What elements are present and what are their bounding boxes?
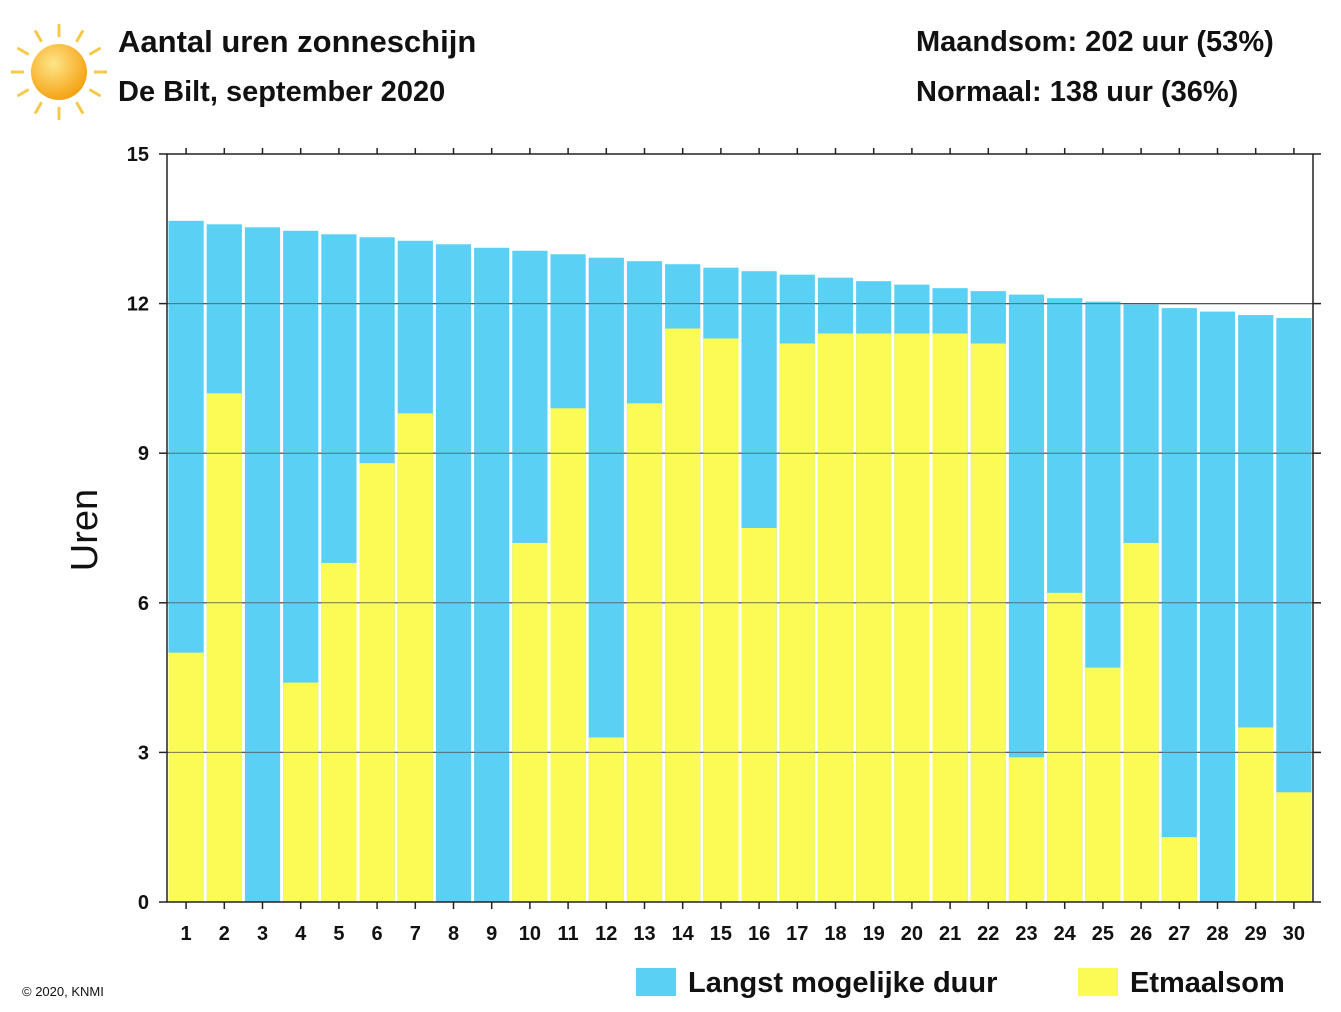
x-tick-label: 29 [1245,923,1267,945]
legend-label-max: Langst mogelijke duur [688,967,997,999]
x-tick-label: 13 [633,923,655,945]
sun-ray [88,46,102,56]
x-tick-label: 17 [786,923,808,945]
month-sum: Maandsom: 202 uur (53%) [916,26,1274,58]
x-tick-label: 1 [181,923,192,945]
x-tick-label: 25 [1092,923,1114,945]
x-tick-label: 3 [257,923,268,945]
y-axis-label: Uren [64,489,106,571]
x-tick-label: 21 [939,923,961,945]
legend-swatch-sum [1078,968,1118,996]
x-tick-label: 14 [672,923,695,945]
sun-ray [75,101,85,115]
chart-subtitle: De Bilt, september 2020 [118,76,446,108]
sun-disc [31,44,87,100]
bar-sum-day-4 [283,682,319,902]
y-tick-label: 0 [138,892,149,914]
legend-swatch-max [636,968,676,996]
sun-ray [88,88,102,98]
bar-sum-day-30 [1276,792,1312,902]
bar-sum-day-19 [856,333,892,902]
bars [167,220,1313,903]
bar-sum-day-27 [1161,837,1197,902]
x-tick-label: 30 [1283,923,1305,945]
y-tick-label: 6 [138,593,149,615]
bar-sum-day-17 [779,343,815,902]
bar-sum-day-15 [703,338,739,902]
bar-max-day-8 [435,244,472,902]
x-tick-label: 6 [372,923,383,945]
bar-sum-day-2 [206,393,242,902]
x-tick-label: 7 [410,923,421,945]
bar-max-day-27 [1161,308,1197,902]
sun-ray [16,88,30,98]
bar-sum-day-23 [1008,757,1045,902]
bar-sum-day-13 [626,403,663,902]
bar-sum-day-21 [932,333,968,902]
y-tick-label: 12 [127,294,149,316]
x-tick-label: 16 [748,923,770,945]
x-tick-label: 10 [519,923,541,945]
bar-sum-day-11 [550,408,586,902]
x-tick-label: 8 [448,923,459,945]
x-tick-label: 19 [863,923,885,945]
x-tick-label: 11 [558,923,579,945]
bar-max-day-28 [1199,311,1236,902]
x-tick-label: 24 [1054,923,1077,945]
legend: Langst mogelijke duur Etmaalsom [636,967,1285,999]
bar-sum-day-14 [665,328,701,902]
sun-icon [11,24,107,120]
x-tick-label: 26 [1130,923,1152,945]
x-tick-label: 22 [977,923,999,945]
x-tick-label: 28 [1206,923,1228,945]
bar-sum-day-7 [397,413,433,902]
y-tick-label: 15 [127,144,149,166]
bar-sum-day-22 [970,343,1006,902]
bar-sum-day-5 [321,562,357,902]
x-tick-label: 2 [219,923,230,945]
bar-sum-day-1 [168,652,204,902]
x-tick-label: 20 [901,923,923,945]
bar-max-day-9 [474,247,510,902]
sun-ray [75,29,85,43]
x-tick-label: 12 [595,923,617,945]
bar-sum-day-10 [512,542,548,902]
bar-sum-day-6 [359,463,395,902]
x-tick-label: 4 [295,923,307,945]
x-tick-label: 9 [486,923,497,945]
bar-sum-day-25 [1085,667,1121,902]
y-tick-label: 9 [138,443,149,465]
plot-frame [166,153,1314,903]
bar-sum-day-29 [1238,727,1274,902]
copyright: © 2020, KNMI [22,984,104,999]
bar-max-day-3 [244,227,281,902]
x-tick-label: 23 [1015,923,1037,945]
bar-sum-day-20 [894,333,930,902]
x-tick-label: 5 [333,923,344,945]
x-tick-label: 15 [710,923,732,945]
bar-sum-day-18 [817,333,854,902]
normal-value: Normaal: 138 uur (36%) [916,76,1239,108]
bar-sum-day-24 [1047,592,1083,902]
legend-label-sum: Etmaalsom [1130,967,1285,999]
chart-title: Aantal uren zonneschijn [118,24,477,59]
sun-ray [33,29,43,43]
bar-sum-day-16 [741,528,777,902]
bar-sum-day-26 [1123,542,1159,902]
sun-ray [33,101,43,115]
x-tick-label: 27 [1168,923,1190,945]
sun-ray [16,46,30,56]
bar-sum-day-12 [588,737,624,902]
y-tick-label: 3 [138,742,149,764]
x-tick-label: 18 [824,923,846,945]
